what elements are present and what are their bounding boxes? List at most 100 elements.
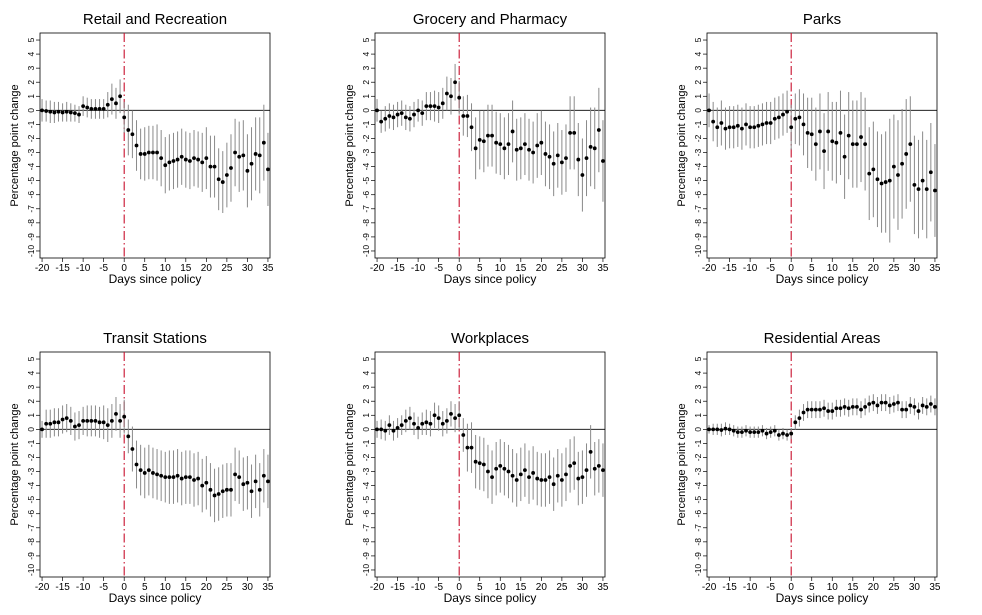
point-estimate — [818, 407, 822, 412]
x-tick-label: 20 — [536, 263, 548, 274]
point-estimate — [850, 404, 855, 409]
point-estimate — [473, 459, 478, 464]
x-tick-label: 10 — [495, 582, 507, 593]
x-tick-label: 5 — [477, 582, 483, 593]
point-estimate — [863, 404, 868, 409]
point-estimate — [584, 156, 589, 161]
y-tick-label: 3 — [26, 385, 36, 390]
point-estimate — [146, 468, 151, 473]
y-tick-label: 1 — [693, 413, 703, 418]
point-estimate — [192, 156, 196, 161]
x-tick-label: 30 — [577, 582, 589, 593]
point-estimate — [801, 122, 806, 127]
y-tick-label: -1 — [361, 439, 371, 447]
point-estimate — [916, 409, 921, 413]
plot-frame — [374, 351, 606, 578]
point-estimate — [266, 479, 270, 484]
point-estimate — [859, 135, 863, 139]
point-estimate — [879, 181, 884, 186]
y-tick-label: -3 — [693, 148, 703, 156]
x-tick-label: 30 — [577, 263, 589, 274]
point-estimate — [266, 167, 270, 172]
point-estimate — [249, 489, 254, 494]
point-estimate — [375, 427, 379, 432]
y-tick-label: -7 — [361, 524, 371, 532]
x-tick-label: -5 — [99, 263, 108, 274]
y-tick-label: -4 — [693, 163, 703, 171]
point-estimate — [797, 115, 802, 120]
x-tick-label: 35 — [262, 582, 274, 593]
panel-title: Parks — [803, 11, 841, 28]
point-estimate — [40, 427, 44, 432]
point-estimate — [490, 133, 494, 138]
y-tick-label: -6 — [693, 191, 703, 199]
y-tick-label: 2 — [693, 399, 703, 404]
y-tick-label: 3 — [693, 385, 703, 390]
point-estimate — [81, 419, 86, 423]
y-tick-label: -3 — [693, 467, 703, 475]
y-tick-label: 1 — [26, 94, 36, 99]
point-estimate — [391, 428, 396, 433]
x-tick-label: 10 — [827, 263, 839, 274]
x-tick-label: -15 — [722, 263, 737, 274]
point-estimate — [576, 157, 581, 162]
point-estimate — [391, 115, 396, 120]
point-estimate — [183, 475, 188, 480]
point-estimate — [151, 150, 155, 155]
y-tick-label: -7 — [693, 524, 703, 532]
point-estimate — [719, 428, 724, 432]
point-estimate — [756, 430, 761, 435]
point-estimate — [822, 149, 826, 154]
point-estimate — [432, 104, 437, 109]
y-axis-label: Percentage point change — [676, 84, 688, 206]
point-estimate — [97, 420, 102, 425]
point-estimate — [818, 129, 822, 134]
point-estimate — [200, 483, 205, 488]
y-tick-label: -5 — [693, 496, 703, 504]
y-tick-label: -1 — [693, 439, 703, 447]
point-estimate — [171, 159, 176, 163]
point-estimate — [555, 473, 560, 478]
point-estimate — [506, 142, 511, 146]
point-estimate — [109, 419, 114, 423]
x-tick-label: -20 — [370, 582, 385, 593]
point-estimate — [48, 109, 53, 114]
point-estimate — [461, 433, 466, 437]
y-tick-label: -9 — [361, 552, 371, 560]
point-estimate — [842, 404, 847, 409]
point-estimate — [875, 403, 880, 408]
point-estimate — [138, 468, 143, 473]
point-estimate — [719, 121, 724, 125]
y-tick-label: -2 — [361, 453, 371, 461]
point-estimate — [867, 171, 872, 176]
x-tick-label: 25 — [556, 582, 568, 593]
point-estimate — [395, 426, 400, 430]
x-axis-label: Days since policy — [444, 272, 537, 286]
point-estimate — [498, 142, 503, 146]
point-estimate — [740, 126, 744, 131]
point-estimate — [916, 187, 921, 191]
x-tick-label: 35 — [262, 263, 274, 274]
point-estimate — [863, 142, 868, 146]
point-estimate — [933, 188, 937, 193]
point-estimate — [204, 156, 209, 161]
point-estimate — [576, 476, 581, 481]
y-tick-label: -10 — [361, 245, 371, 258]
point-estimate — [477, 137, 482, 142]
y-tick-label: 1 — [26, 413, 36, 418]
point-estimate — [539, 140, 544, 145]
x-tick-label: -20 — [702, 582, 717, 593]
point-estimate — [744, 122, 748, 127]
point-estimate — [748, 430, 753, 435]
x-tick-label: 25 — [221, 582, 233, 593]
y-tick-label: 1 — [361, 94, 371, 99]
y-tick-label: -1 — [693, 120, 703, 128]
point-estimate — [93, 107, 98, 111]
point-estimate — [237, 475, 242, 480]
y-tick-label: -6 — [26, 191, 36, 199]
point-estimate — [212, 164, 217, 169]
point-estimate — [167, 475, 172, 480]
point-estimate — [723, 126, 728, 131]
point-estimate — [539, 478, 544, 482]
y-tick-label: -3 — [26, 148, 36, 156]
